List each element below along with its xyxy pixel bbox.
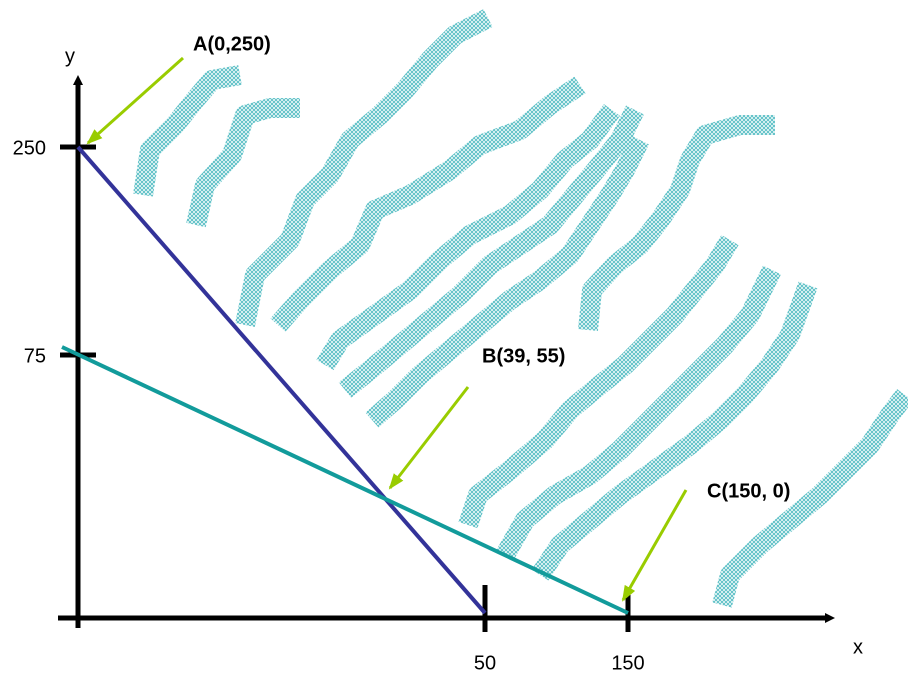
pointer-arrow — [86, 56, 185, 145]
constraint-line — [76, 145, 487, 615]
point-label: A(0,250) — [193, 33, 271, 55]
constraint-line — [61, 345, 629, 615]
pointer-arrow — [388, 386, 470, 490]
hatched-region — [133, 9, 908, 608]
x-axis-label: x — [853, 636, 863, 658]
point-label: B(39, 55) — [482, 345, 565, 367]
x-tick-label: 50 — [474, 652, 496, 674]
x-tick-label: 150 — [611, 652, 644, 674]
y-tick-label: 250 — [13, 137, 46, 159]
pointer-arrow — [621, 489, 688, 602]
y-tick-label: 75 — [24, 345, 46, 367]
y-axis-label: y — [65, 45, 75, 67]
point-label: C(150, 0) — [707, 480, 790, 502]
